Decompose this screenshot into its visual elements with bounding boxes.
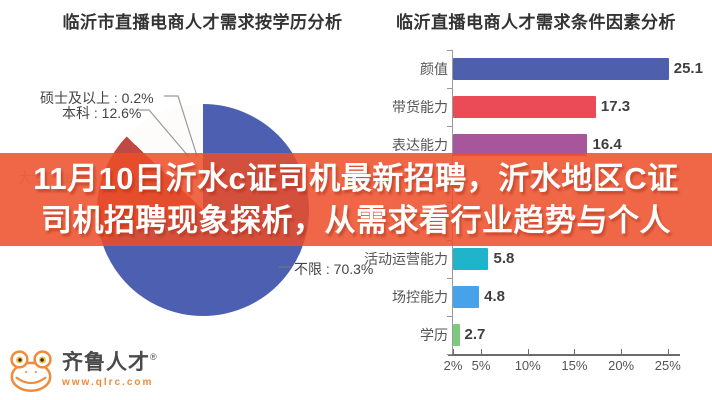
y-axis-tick: [447, 50, 452, 51]
bar: [453, 286, 480, 308]
bar: [453, 248, 489, 270]
y-axis-tick: [447, 88, 452, 89]
bar-chart-title: 临沂直播电商人才需求条件因素分析: [396, 13, 676, 32]
pie-label-bachelor: 本科 : 12.6%: [62, 105, 142, 121]
y-axis-tick: [447, 278, 452, 279]
bar-value-label: 5.8: [493, 250, 515, 267]
registered-trademark-icon: ®: [150, 352, 157, 362]
y-axis-tick: [447, 126, 452, 127]
x-axis-tick: [481, 349, 483, 354]
y-axis-tick: [447, 316, 452, 317]
bar-category-label: 带货能力: [392, 99, 448, 115]
x-axis-tick-label: 10%: [514, 358, 541, 373]
bar: [453, 96, 596, 118]
bar: [453, 324, 460, 346]
pie-label-master: 硕士及以上 : 0.2%: [40, 90, 154, 106]
bar-chart-x-axis: [448, 354, 680, 356]
logo-url: www.qlrc.com: [62, 377, 154, 388]
x-axis-tick: [527, 349, 529, 354]
bar-category-label: 颜值: [420, 61, 448, 77]
x-axis-tick: [621, 349, 623, 354]
logo-name: 齐鲁人才: [62, 351, 150, 374]
bar-value-label: 2.7: [464, 326, 486, 343]
headline-banner: 11月10日沂水c证司机最新招聘，沂水地区C证 司机招聘现象探析，从需求看行业趋…: [0, 153, 712, 246]
bar-value-label: 16.4: [592, 136, 622, 153]
bar-category-label: 表达能力: [392, 137, 448, 153]
x-axis-tick-label: 2%: [443, 358, 463, 373]
bar-category-label: 场控能力: [392, 289, 448, 305]
bar-value-label: 17.3: [600, 98, 631, 115]
pie-chart-title: 临沂市直播电商人才需求按学历分析: [62, 13, 343, 32]
x-axis-tick-label: 5%: [471, 358, 491, 373]
y-axis-tick: [447, 354, 452, 355]
bar-category-label: 活动运营能力: [364, 251, 448, 267]
x-axis-tick: [574, 349, 576, 354]
pie-label-unlimited: 不限 : 70.3%: [294, 261, 374, 277]
x-axis-tick: [453, 349, 454, 354]
x-axis-tick-label: 25%: [654, 358, 681, 373]
x-axis-tick: [667, 349, 669, 354]
frog-mascot-icon: [10, 350, 52, 392]
bar: [453, 134, 588, 156]
bar-value-label: 4.8: [484, 288, 505, 305]
headline-line-2: 司机招聘现象探析，从需求看行业趋势与个人: [41, 202, 671, 238]
bar-category-label: 学历: [420, 327, 448, 343]
x-axis-tick-label: 20%: [608, 358, 635, 373]
bar-value-label: 25.1: [673, 60, 703, 77]
bar: [453, 58, 669, 80]
x-axis-tick-label: 15%: [561, 358, 588, 373]
qlrc-logo: 齐鲁人才® www.qlrc.com: [6, 348, 157, 394]
headline-line-1: 11月10日沂水c证司机最新招聘，沂水地区C证: [33, 160, 679, 196]
